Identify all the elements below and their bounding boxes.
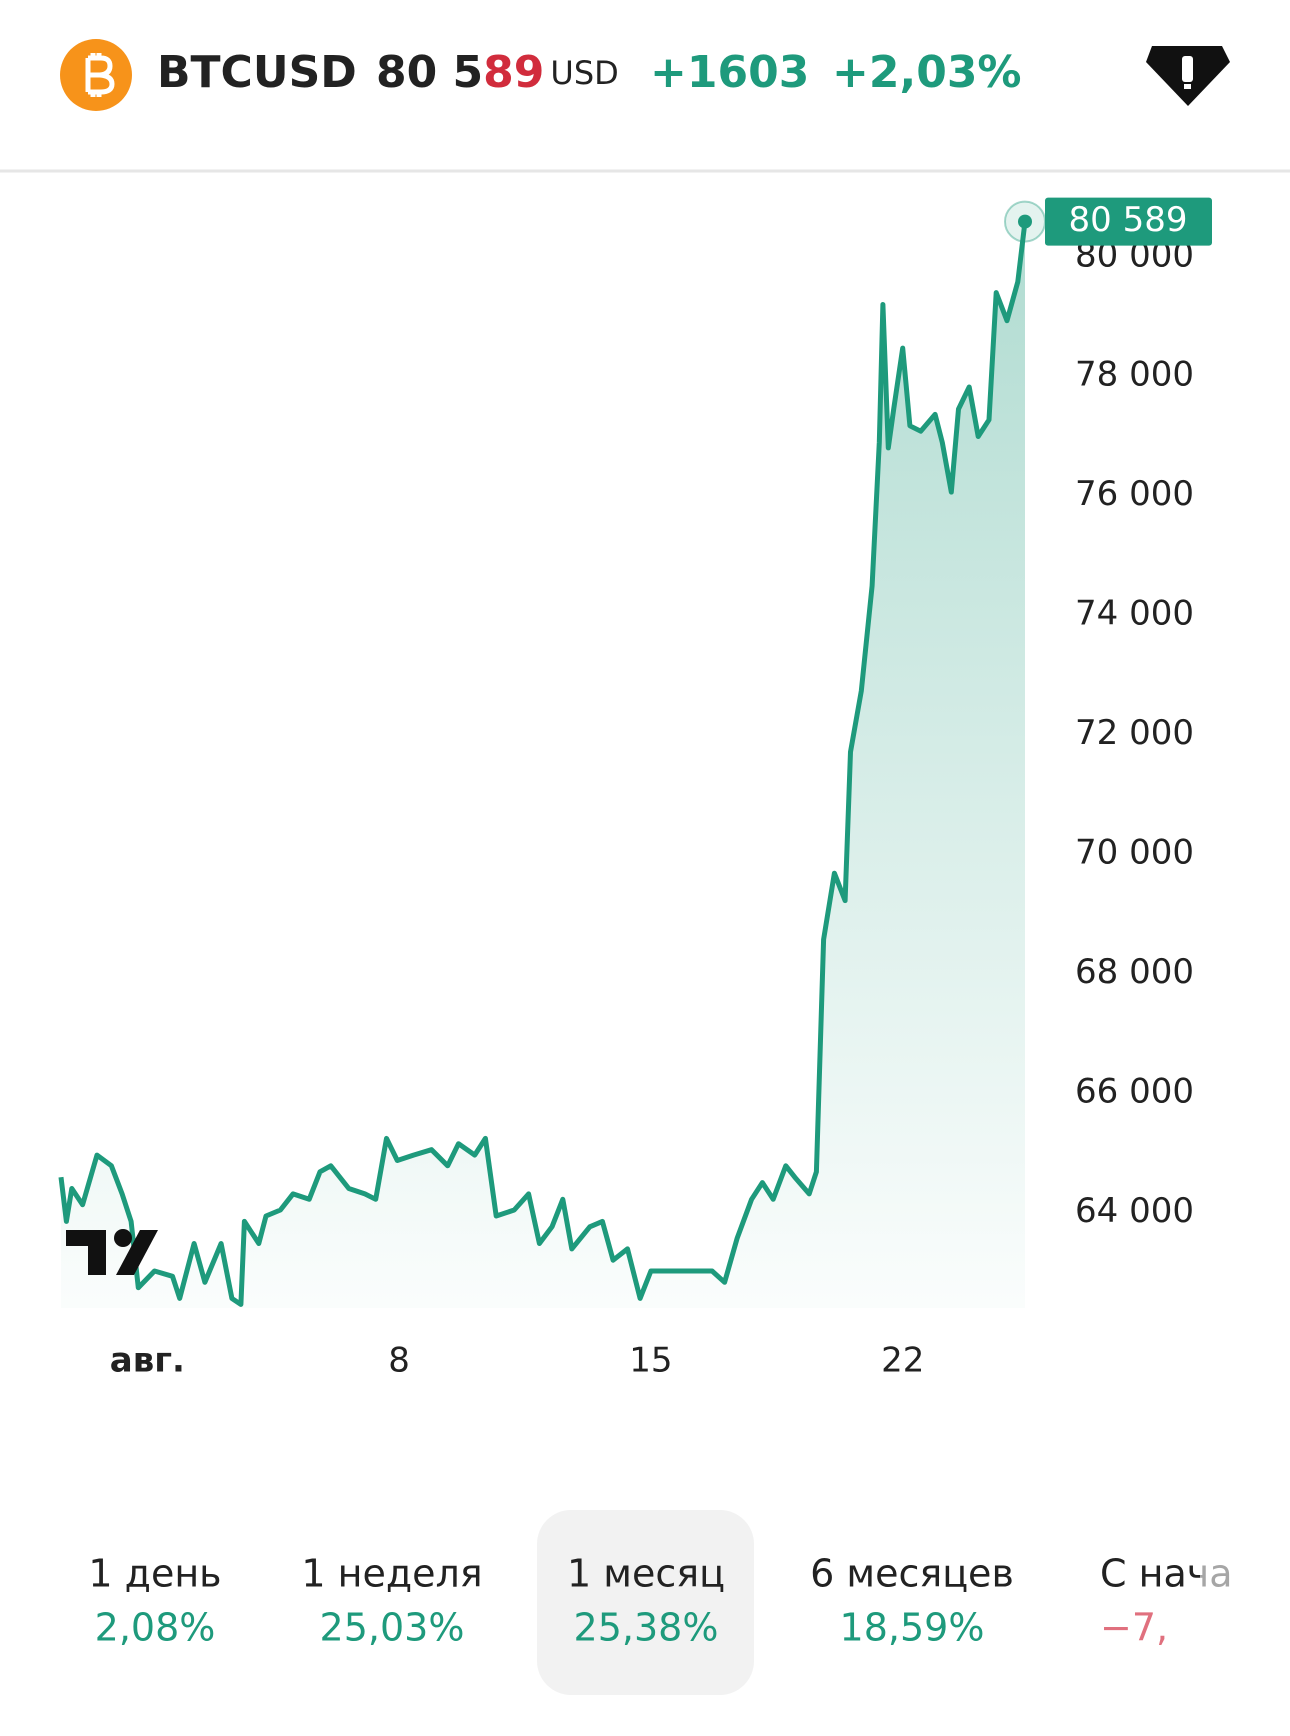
- y-tick-label: 74 000: [1075, 594, 1194, 634]
- change: +1603: [650, 47, 809, 98]
- tradingview-logo: [66, 1229, 158, 1275]
- y-tick-label: 78 000: [1075, 355, 1194, 395]
- price-tail: 89: [483, 47, 544, 98]
- selected-tab-bg: [537, 1510, 754, 1695]
- price-badge-label: 80 589: [1069, 200, 1188, 240]
- alert-button[interactable]: [1146, 46, 1230, 106]
- price-line: [58, 221, 1028, 1307]
- chart: 64 000 66 000 68 000 70 000 72 000 74 000 76 0…: [58, 197, 1212, 1381]
- price: 80 589 USD: [376, 47, 619, 98]
- period-change: −7,: [1100, 1606, 1168, 1650]
- tab-fade: [1200, 1540, 1290, 1660]
- period-label: 1 месяц: [567, 1552, 725, 1596]
- y-tick-label: 68 000: [1075, 952, 1194, 992]
- period-label: 6 месяцев: [810, 1552, 1014, 1596]
- x-tick-label: 15: [629, 1341, 672, 1381]
- period-tab[interactable]: 6 месяцев 18,59%: [810, 1552, 1014, 1650]
- x-tick-label: 8: [388, 1341, 410, 1381]
- period-change: 18,59%: [840, 1606, 985, 1650]
- y-tick-label: 66 000: [1075, 1071, 1194, 1111]
- period-tab[interactable]: 1 месяц 25,38%: [567, 1552, 725, 1650]
- period-tab[interactable]: 1 неделя 25,03%: [301, 1552, 482, 1650]
- currency: USD: [550, 54, 618, 92]
- y-tick-label: 64 000: [1075, 1191, 1194, 1231]
- y-tick-label: 76 000: [1075, 474, 1194, 514]
- period-change: 2,08%: [95, 1606, 216, 1650]
- x-tick-label: 22: [881, 1341, 924, 1381]
- change-percent: +2,03%: [832, 47, 1022, 98]
- price-main: 80 5: [376, 47, 483, 98]
- y-tick-label: 72 000: [1075, 713, 1194, 753]
- period-tabs: 1 день 2,08% 1 неделя 25,03% 1 месяц 25,38%…: [88, 1552, 1232, 1650]
- period-label: 1 день: [88, 1552, 221, 1596]
- y-tick-label: 70 000: [1075, 833, 1194, 873]
- price-badge: [1045, 197, 1212, 246]
- area-fill: [61, 221, 1025, 1309]
- period-label: 1 неделя: [301, 1552, 482, 1596]
- last-point: [1018, 214, 1032, 229]
- period-change: 25,03%: [320, 1606, 465, 1650]
- x-tick-label: авг.: [110, 1341, 185, 1381]
- period-tab[interactable]: 1 день 2,08%: [88, 1552, 221, 1650]
- btc-glyph: [85, 53, 115, 97]
- period-change: 25,38%: [574, 1606, 719, 1650]
- symbol: BTCUSD: [157, 47, 357, 98]
